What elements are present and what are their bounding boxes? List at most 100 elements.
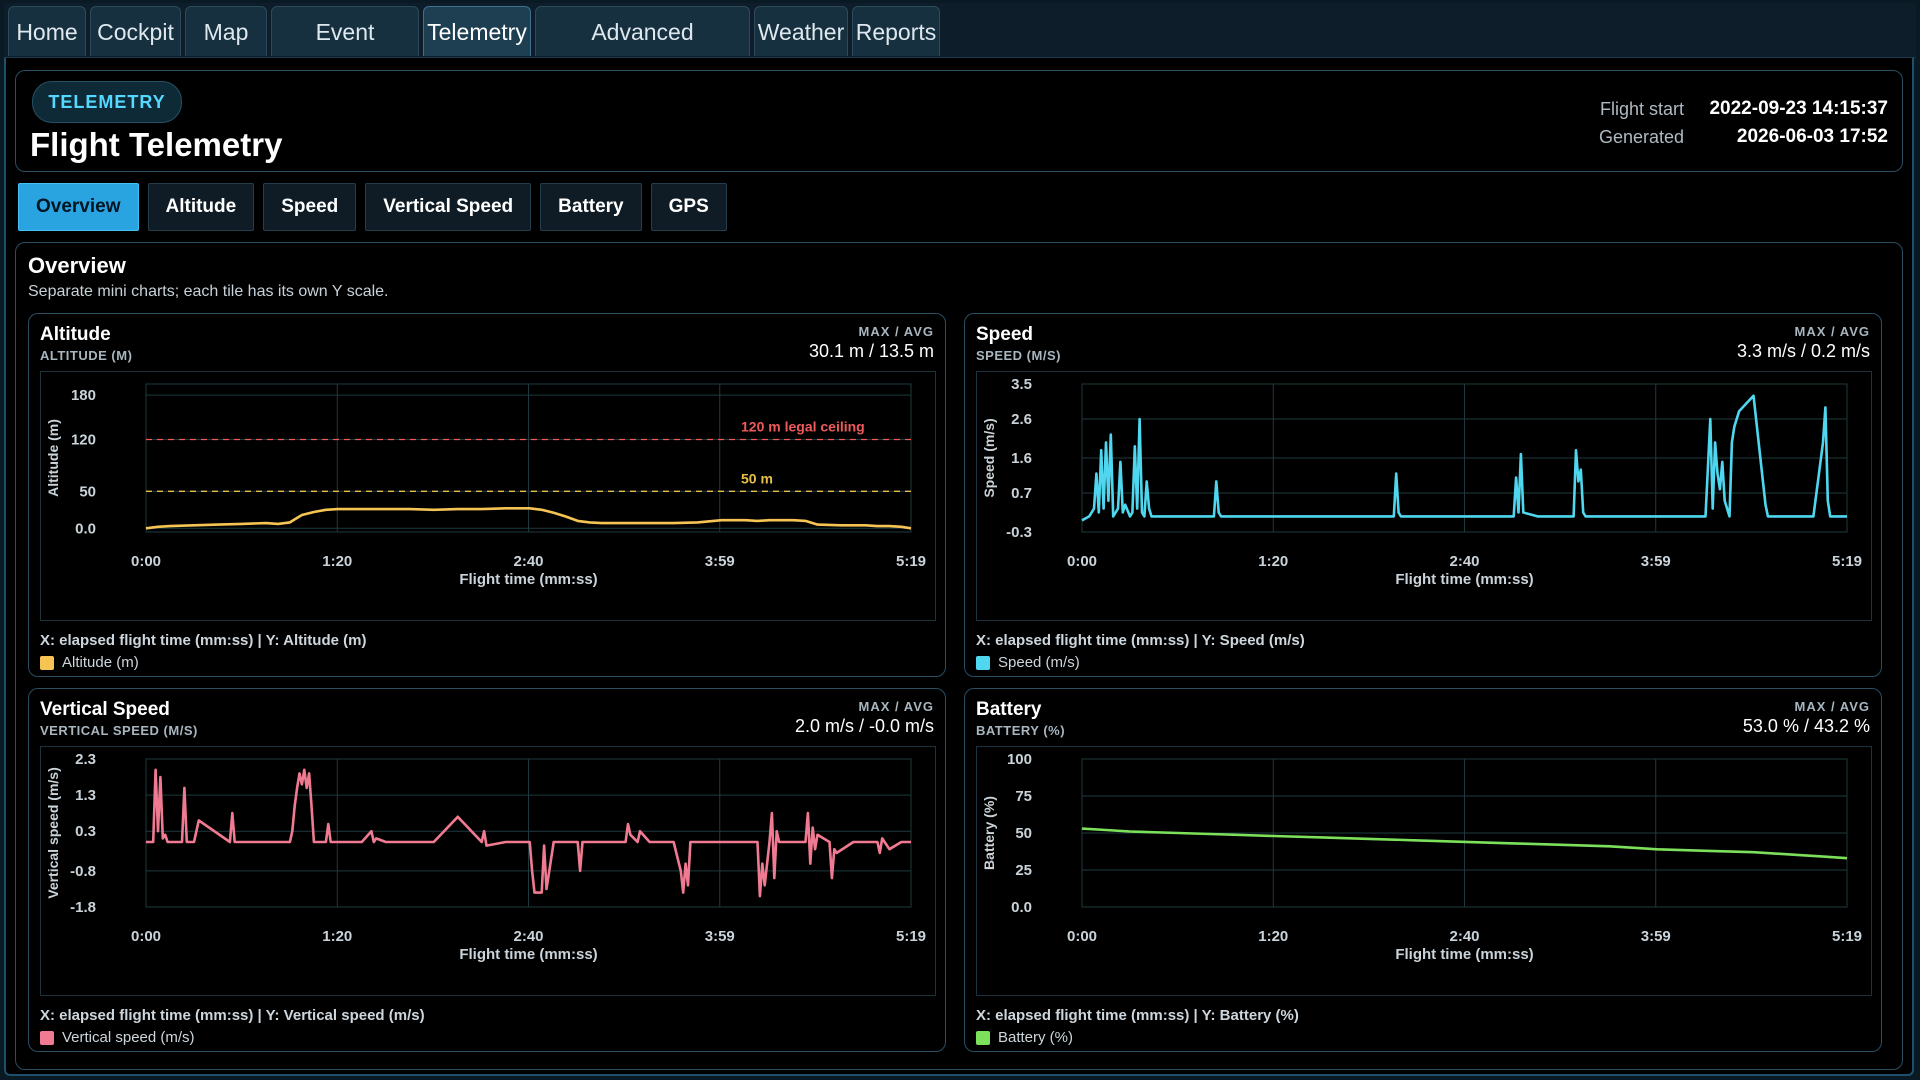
speed-chart-svg: 0:00 1:20 2:40 3:59 5:19 3.5 2.6 1.6 0.7 -0.3 Flig…	[981, 376, 1862, 588]
x-axis-label: Flight time (mm:ss)	[1395, 571, 1533, 588]
x-tick-label: 1:20	[322, 553, 352, 570]
x-tick-label: 1:20	[1258, 928, 1288, 945]
y-tick-label: -0.3	[1006, 524, 1032, 541]
speed-tile: Speed SPEED (M/S) MAX / AVG 3.3 m/s / 0.…	[964, 313, 1882, 677]
tab-event-timeline[interactable]: Event Timeline	[271, 6, 419, 95]
x-tick-label: 3:59	[705, 928, 735, 945]
tab-reports[interactable]: Reports	[852, 6, 940, 56]
tile-caption: X: elapsed flight time (mm:ss) | Y: Vert…	[40, 1007, 425, 1024]
legend-swatch	[40, 1030, 54, 1045]
tile-caption: X: elapsed flight time (mm:ss) | Y: Spee…	[976, 632, 1305, 649]
tile-stat-label: MAX / AVG	[1794, 699, 1870, 714]
x-tick-label: 5:19	[896, 553, 926, 570]
overview-panel: Overview Separate mini charts; each tile…	[15, 242, 1903, 1070]
x-axis-label: Flight time (mm:ss)	[459, 946, 597, 963]
x-tick-label: 2:40	[1449, 553, 1479, 570]
subtab-gps[interactable]: GPS	[650, 183, 727, 231]
subtab-battery[interactable]: Battery	[540, 183, 642, 231]
legend-swatch	[976, 655, 990, 670]
battery-tile: Battery BATTERY (%) MAX / AVG 53.0 % / 4…	[964, 688, 1882, 1052]
overview-title: Overview	[28, 253, 126, 278]
tile-legend: Battery (%)	[976, 1029, 1073, 1046]
y-tick-label: 100	[1007, 751, 1032, 768]
page-title: Flight Telemetry	[30, 126, 283, 163]
flight-start-value: 2022-09-23 14:15:37	[1709, 98, 1888, 119]
y-tick-label: 0.7	[1011, 485, 1032, 502]
battery-chart[interactable]: 0:00 1:20 2:40 3:59 5:19 100 75 50 25 0.0 Flight t…	[976, 746, 1872, 996]
y-tick-label: 0.3	[75, 823, 96, 840]
tab-advanced-diagnostics[interactable]: Advanced Diagnostics	[535, 6, 750, 95]
y-tick-label: 1.6	[1011, 450, 1032, 467]
tile-title: Battery	[976, 699, 1042, 720]
telemetry-subtabs: Overview Altitude Speed Vertical Speed B…	[18, 183, 736, 231]
tile-unit-label: ALTITUDE (M)	[40, 348, 133, 363]
tile-title: Altitude	[40, 324, 111, 345]
speed-chart[interactable]: 0:00 1:20 2:40 3:59 5:19 3.5 2.6 1.6 0.7 -0.3 Flig…	[976, 371, 1872, 621]
x-tick-label: 5:19	[896, 928, 926, 945]
x-tick-label: 1:20	[1258, 553, 1288, 570]
tile-stat-label: MAX / AVG	[858, 324, 934, 339]
vertical-speed-chart[interactable]: 0:00 1:20 2:40 3:59 5:19 2.3 1.3 0.3 -0.8 -1.8 Fli…	[40, 746, 936, 996]
vertical-speed-tile: Vertical Speed VERTICAL SPEED (M/S) MAX …	[28, 688, 946, 1052]
subtab-vertical-speed[interactable]: Vertical Speed	[365, 183, 532, 231]
legend-label: Vertical speed (m/s)	[62, 1029, 195, 1046]
x-axis-label: Flight time (mm:ss)	[459, 571, 597, 588]
y-tick-label: 25	[1015, 862, 1032, 879]
tile-unit-label: SPEED (M/S)	[976, 348, 1061, 363]
tile-legend: Speed (m/s)	[976, 654, 1080, 671]
legend-label: Battery (%)	[998, 1029, 1074, 1046]
battery-chart-svg: 0:00 1:20 2:40 3:59 5:19 100 75 50 25 0.0 Flight t…	[981, 751, 1862, 963]
section-badge: TELEMETRY	[32, 81, 182, 123]
tab-telemetry[interactable]: Telemetry	[423, 6, 531, 56]
tile-stat-label: MAX / AVG	[1794, 324, 1870, 339]
series-line	[146, 768, 911, 898]
x-tick-label: 5:19	[1832, 553, 1862, 570]
tile-stat-value: 3.3 m/s / 0.2 m/s	[1736, 341, 1870, 361]
top-nav: Home Cockpit Map Event Timeline Telemetr…	[4, 3, 1916, 95]
subtab-altitude[interactable]: Altitude	[147, 183, 255, 231]
altitude-tile: Altitude ALTITUDE (M) MAX / AVG 30.1 m /…	[28, 313, 946, 677]
y-tick-label: 1.3	[75, 787, 96, 804]
x-tick-label: 5:19	[1832, 928, 1862, 945]
tab-cockpit[interactable]: Cockpit	[90, 6, 181, 56]
flight-meta: Flight start 2022-09-23 14:15:37 Generat…	[1599, 95, 1888, 151]
tile-stat-value: 53.0 % / 43.2 %	[1742, 716, 1870, 736]
flight-start-label: Flight start	[1599, 98, 1684, 119]
x-tick-label: 2:40	[1449, 928, 1479, 945]
y-tick-label: 75	[1015, 788, 1032, 805]
y-tick-label: 120	[71, 432, 96, 449]
series-line	[1081, 827, 1848, 860]
tile-caption: X: elapsed flight time (mm:ss) | Y: Alti…	[40, 632, 367, 649]
subtab-speed[interactable]: Speed	[263, 183, 357, 231]
subtab-overview[interactable]: Overview	[18, 183, 139, 231]
tile-title: Vertical Speed	[40, 699, 170, 720]
tab-home[interactable]: Home	[8, 6, 86, 56]
y-tick-label: -1.8	[70, 899, 96, 916]
tab-weather[interactable]: Weather	[754, 6, 848, 56]
overview-subtitle: Separate mini charts; each tile has its …	[28, 283, 389, 300]
series-line	[1081, 394, 1847, 522]
tile-caption: X: elapsed flight time (mm:ss) | Y: Batt…	[976, 1007, 1299, 1024]
altitude-chart[interactable]: 0:00 1:20 2:40 3:59 5:19 180 120 50 0.0 120 m leg…	[40, 371, 936, 621]
legend-swatch	[976, 1030, 990, 1045]
generated-value: 2026-06-03 17:52	[1736, 126, 1888, 147]
tile-stat-label: MAX / AVG	[858, 699, 934, 714]
x-tick-label: 3:59	[1641, 553, 1671, 570]
y-tick-label: -0.8	[70, 863, 96, 880]
tile-legend: Vertical speed (m/s)	[40, 1029, 195, 1046]
x-tick-label: 0:00	[131, 928, 161, 945]
tab-map[interactable]: Map	[185, 6, 267, 56]
y-tick-label: 0.0	[1011, 899, 1032, 916]
x-axis-label: Flight time (mm:ss)	[1395, 946, 1533, 963]
tile-stat-value: 2.0 m/s / -0.0 m/s	[794, 716, 934, 736]
y-axis-label: Battery (%)	[981, 796, 997, 870]
reference-line-label: 120 m legal ceiling	[741, 419, 865, 435]
x-tick-label: 3:59	[1641, 928, 1671, 945]
x-tick-label: 0:00	[1067, 928, 1097, 945]
y-tick-label: 180	[71, 387, 96, 404]
y-tick-label: 0.0	[75, 520, 96, 537]
x-tick-label: 0:00	[131, 553, 161, 570]
x-tick-label: 2:40	[513, 928, 543, 945]
x-tick-label: 2:40	[513, 553, 543, 570]
x-tick-label: 1:20	[322, 928, 352, 945]
